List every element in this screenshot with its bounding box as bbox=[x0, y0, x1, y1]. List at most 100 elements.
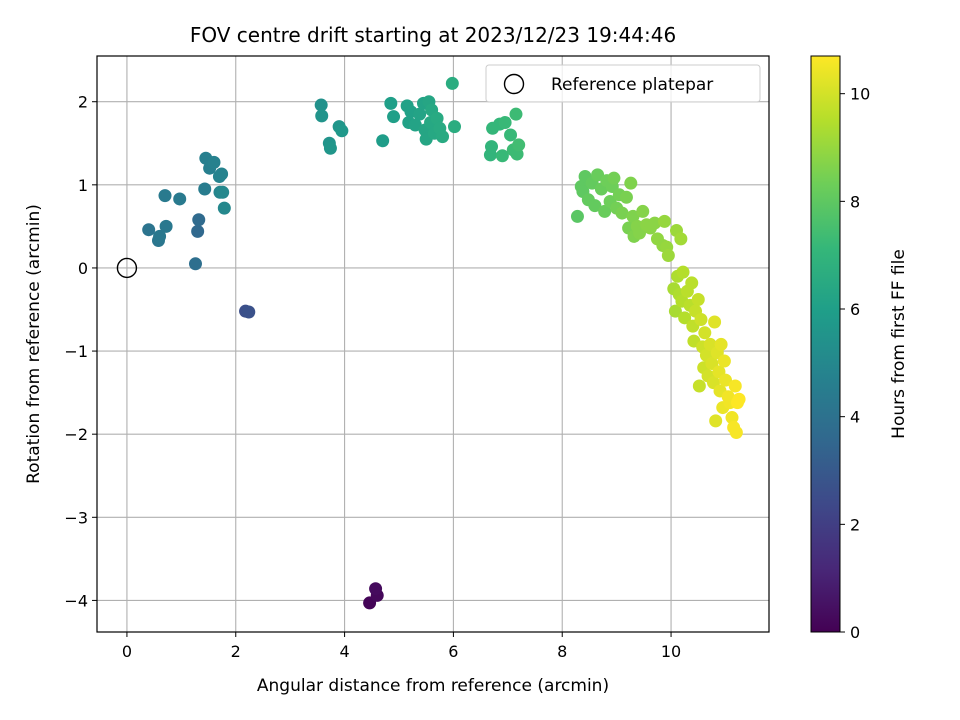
data-point bbox=[191, 224, 205, 238]
data-point bbox=[732, 392, 746, 406]
data-point bbox=[624, 176, 638, 190]
x-tick-label-1: 2 bbox=[231, 642, 241, 661]
data-point bbox=[369, 582, 383, 596]
data-point bbox=[242, 305, 256, 319]
data-point bbox=[447, 120, 461, 134]
x-axis-ticks: 0 2 4 6 8 10 bbox=[122, 632, 681, 661]
y-tick-label-5: 1 bbox=[78, 176, 88, 195]
x-axis-label: Angular distance from reference (arcmin) bbox=[257, 676, 609, 696]
data-point bbox=[709, 414, 723, 428]
y-tick-label-3: −1 bbox=[64, 342, 88, 361]
legend-marker-icon bbox=[503, 73, 525, 95]
data-point bbox=[335, 124, 349, 138]
x-tick-label-0: 0 bbox=[122, 642, 132, 661]
data-point bbox=[509, 107, 523, 121]
y-tick-label-4: 0 bbox=[78, 259, 88, 278]
chart-title: FOV centre drift starting at 2023/12/23 … bbox=[190, 23, 676, 47]
colorbar-tick-label-2: 4 bbox=[850, 408, 860, 427]
colorbar bbox=[810, 55, 841, 633]
data-point bbox=[694, 312, 708, 326]
colorbar-tick-label-4: 8 bbox=[850, 192, 860, 211]
data-point bbox=[142, 223, 156, 237]
data-point bbox=[192, 213, 206, 227]
data-point bbox=[615, 206, 629, 220]
data-point bbox=[728, 379, 742, 393]
data-point bbox=[413, 107, 427, 121]
y-tick-label-1: −3 bbox=[64, 508, 88, 527]
data-point bbox=[570, 209, 584, 223]
plot-frame bbox=[96, 55, 770, 633]
data-point bbox=[714, 337, 728, 351]
data-point bbox=[717, 354, 731, 368]
data-point bbox=[648, 216, 662, 230]
data-point bbox=[215, 167, 229, 181]
data-point bbox=[626, 209, 640, 223]
reference-marker bbox=[116, 257, 138, 279]
data-points bbox=[142, 76, 746, 610]
reference-platepar-point bbox=[116, 257, 138, 279]
data-point bbox=[729, 426, 743, 440]
data-point bbox=[436, 130, 450, 144]
data-point bbox=[323, 141, 337, 155]
data-point bbox=[445, 76, 459, 90]
data-point bbox=[718, 373, 732, 387]
colorbar-tick-label-0: 0 bbox=[850, 623, 860, 642]
data-point bbox=[188, 257, 202, 271]
data-point bbox=[484, 140, 498, 154]
x-tick-label-5: 10 bbox=[661, 642, 681, 661]
data-point bbox=[607, 171, 621, 185]
data-point bbox=[153, 229, 167, 243]
y-tick-label-6: 2 bbox=[78, 93, 88, 112]
colorbar-tick-label-5: 10 bbox=[850, 85, 870, 104]
data-point bbox=[430, 111, 444, 125]
y-axis-label: Rotation from reference (arcmin) bbox=[24, 204, 44, 484]
data-point bbox=[495, 149, 509, 163]
data-point bbox=[408, 118, 422, 132]
data-point bbox=[512, 138, 526, 152]
data-point bbox=[674, 232, 688, 246]
data-point bbox=[173, 192, 187, 206]
data-point bbox=[725, 411, 739, 425]
data-point bbox=[678, 311, 692, 325]
data-point bbox=[207, 155, 221, 169]
data-point bbox=[315, 109, 329, 123]
data-point bbox=[598, 204, 612, 218]
data-point bbox=[159, 219, 173, 233]
data-point bbox=[217, 201, 231, 215]
y-tick-label-2: −2 bbox=[64, 425, 88, 444]
data-point bbox=[376, 134, 390, 148]
colorbar-label: Hours from first FF file bbox=[889, 249, 909, 439]
data-point bbox=[691, 293, 705, 307]
data-point bbox=[198, 182, 212, 196]
legend: Reference platepar bbox=[485, 64, 761, 103]
grid-lines bbox=[97, 56, 769, 632]
data-point bbox=[698, 326, 712, 340]
data-point bbox=[591, 168, 605, 182]
x-tick-label-4: 8 bbox=[557, 642, 567, 661]
data-point bbox=[661, 248, 675, 262]
legend-entry-reference: Reference platepar bbox=[551, 75, 713, 95]
x-tick-label-2: 4 bbox=[339, 642, 349, 661]
data-point bbox=[498, 115, 512, 129]
data-point bbox=[314, 98, 328, 112]
y-axis-ticks: −4 −3 −2 −1 0 1 2 bbox=[64, 93, 97, 610]
data-point bbox=[692, 379, 706, 393]
data-point bbox=[636, 204, 650, 218]
data-point bbox=[668, 304, 682, 318]
data-point bbox=[658, 214, 672, 228]
data-point bbox=[619, 190, 633, 204]
colorbar-tick-label-3: 6 bbox=[850, 300, 860, 319]
legend-box bbox=[485, 64, 761, 103]
data-point bbox=[216, 185, 230, 199]
colorbar-ticks: 0 2 4 6 8 10 bbox=[840, 85, 870, 642]
data-point bbox=[504, 128, 518, 142]
data-point bbox=[384, 96, 398, 110]
data-point bbox=[387, 110, 401, 124]
data-point bbox=[588, 199, 602, 213]
y-tick-label-0: −4 bbox=[64, 591, 88, 610]
x-tick-label-3: 6 bbox=[448, 642, 458, 661]
data-point bbox=[708, 315, 722, 329]
colorbar-tick-label-1: 2 bbox=[850, 515, 860, 534]
data-point bbox=[158, 189, 172, 203]
